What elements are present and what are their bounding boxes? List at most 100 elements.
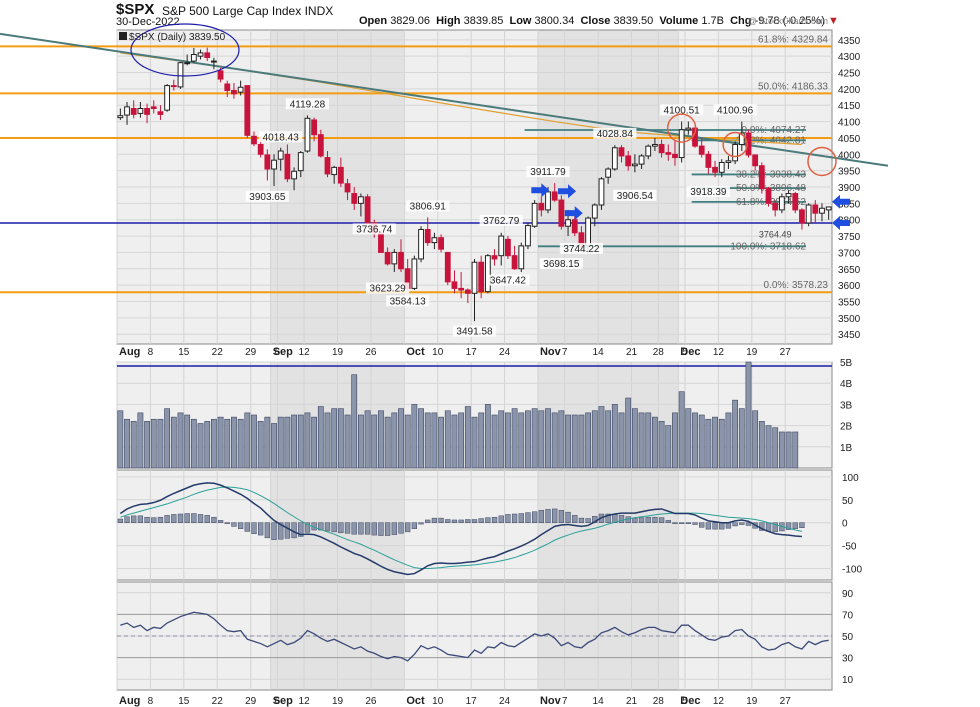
volume-tick-label: 3B xyxy=(840,400,853,411)
candle-body xyxy=(792,193,799,211)
volume-bar xyxy=(692,412,698,469)
candle-body xyxy=(210,60,217,63)
candle xyxy=(772,200,779,217)
volume-bar xyxy=(484,404,491,469)
price-callout-bg xyxy=(486,274,530,286)
candle xyxy=(618,145,625,163)
candle-body xyxy=(144,108,150,115)
price-callout-text: 3911.79 xyxy=(530,167,566,178)
macd-histogram-bar xyxy=(672,522,678,524)
candle xyxy=(344,178,351,201)
volume-bar xyxy=(210,418,217,469)
candle xyxy=(785,190,792,204)
volume-bar xyxy=(591,410,598,469)
macd-tick-label: 100 xyxy=(842,473,859,484)
volume-bar xyxy=(324,412,331,469)
fib-label: 38.2%: 4042.81 xyxy=(736,135,806,146)
candle xyxy=(658,139,665,158)
instrument-title: S&P 500 Large Cap Index xyxy=(162,4,302,18)
open-label: Open xyxy=(359,15,388,27)
x-tick-label: 15 xyxy=(178,347,190,358)
volume-value: 1.7B xyxy=(701,15,724,27)
price-callout-bg xyxy=(406,200,450,212)
macd-tick-label: -50 xyxy=(842,542,857,553)
candle-body xyxy=(398,251,404,270)
macd-histogram-bar xyxy=(344,522,351,534)
price-callout-text: 3698.15 xyxy=(543,259,580,270)
volume-bar xyxy=(732,399,739,469)
candle xyxy=(137,101,144,118)
candle-body xyxy=(411,258,418,289)
legend-swatch xyxy=(119,32,127,40)
low-label: Low xyxy=(509,15,532,27)
x-tick-label: 29 xyxy=(245,696,257,707)
macd-histogram-bar xyxy=(491,516,498,523)
x-tick-label: 22 xyxy=(212,347,224,358)
volume-bar xyxy=(284,416,291,469)
price-callout-bg xyxy=(613,189,657,201)
volume-bar xyxy=(618,412,625,469)
candle-body xyxy=(444,251,451,283)
macd-histogram-bar xyxy=(425,519,431,523)
candle-body xyxy=(631,163,638,167)
candle-body xyxy=(672,153,678,159)
volume-label: Volume xyxy=(659,15,699,27)
volume-tick-label: 2B xyxy=(840,422,853,433)
candle-body xyxy=(471,261,478,294)
x-tick-label: 8 xyxy=(148,696,154,707)
candle-body xyxy=(598,178,605,206)
x-tick-label: 26 xyxy=(365,347,377,358)
price-callout: 3744.22 xyxy=(559,242,604,255)
x-tick-label: Dec xyxy=(680,695,700,707)
price-callout-bg xyxy=(259,131,303,143)
macd-histogram-bar xyxy=(284,522,291,539)
volume-bar xyxy=(491,414,498,469)
x-tick-label: 12 xyxy=(299,347,311,358)
volume-bar xyxy=(511,408,518,469)
candle-body xyxy=(244,85,251,136)
price-callout-bg xyxy=(352,223,396,235)
candle-body xyxy=(464,289,471,294)
macd-histogram-bar xyxy=(237,522,244,529)
volume-bar xyxy=(658,421,665,469)
candle xyxy=(799,208,805,230)
volume-bar xyxy=(384,416,391,469)
volume-bar xyxy=(765,425,772,469)
price-callout-text: 3491.58 xyxy=(456,327,493,338)
macd-histogram-bar xyxy=(324,522,331,532)
price-tick-label: 3650 xyxy=(838,265,861,276)
macd-histogram-bar xyxy=(418,522,424,525)
fib-label: 38.2%: 3938.43 xyxy=(736,169,806,180)
candle-body xyxy=(805,204,812,224)
price-tick-label: 4000 xyxy=(838,150,861,161)
volume-bar xyxy=(745,361,752,469)
volume-bar xyxy=(277,416,284,469)
macd-histogram-bar xyxy=(177,513,184,523)
x-tick-label: 14 xyxy=(593,347,605,358)
volume-bar xyxy=(718,418,725,469)
candle-body xyxy=(591,204,598,219)
volume-bar xyxy=(317,406,324,469)
macd-histogram-bar xyxy=(438,517,444,523)
macd-histogram-bar xyxy=(525,512,531,523)
volume-tick-label: 1B xyxy=(840,443,853,454)
candle-body xyxy=(358,196,364,204)
candle-body xyxy=(284,153,291,180)
candle-body xyxy=(277,150,284,160)
candle xyxy=(645,144,652,160)
candle xyxy=(538,196,545,217)
macd-histogram-bar xyxy=(658,517,665,523)
x-tick-label: Aug xyxy=(119,695,140,707)
candle xyxy=(752,154,759,171)
x-tick-label: 28 xyxy=(653,347,665,358)
macd-histogram-bar xyxy=(144,516,150,523)
volume-bar xyxy=(418,408,424,469)
volume-bar xyxy=(244,412,251,469)
x-tick-label: 10 xyxy=(432,347,444,358)
price-callout: 3491.58 xyxy=(452,325,497,338)
price-callout-bg xyxy=(386,295,430,307)
macd-histogram-bar xyxy=(518,513,524,523)
volume-bar xyxy=(605,410,612,469)
macd-histogram-bar xyxy=(511,513,518,523)
candle xyxy=(391,249,398,273)
